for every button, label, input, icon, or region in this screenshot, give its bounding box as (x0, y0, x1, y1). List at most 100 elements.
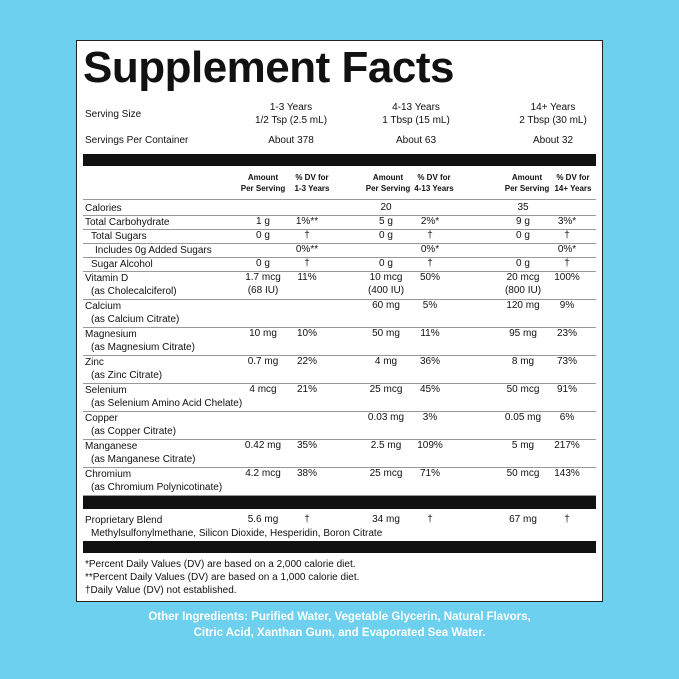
serving-size-label: Serving Size (85, 109, 142, 120)
dv-cell: 22% (296, 356, 317, 367)
dv-cell: † (427, 258, 433, 269)
amount-cell: 0 g (516, 258, 530, 269)
dv-cell: 11% (420, 328, 440, 339)
amount-iu-cell: (68 IU) (247, 285, 279, 296)
dv-cell: 217% (554, 440, 580, 451)
dv-cell: † (564, 230, 570, 241)
nutrient-name: Manganese (85, 441, 138, 452)
servings-per-container-1: About 378 (268, 135, 314, 146)
dv-cell: 3%* (557, 216, 577, 227)
header-amount-2: Amount Per Serving (365, 173, 411, 193)
header-dv-2: % DV for 4-13 Years (414, 173, 454, 193)
nutrient-name: Calories (85, 203, 122, 214)
serving-ages-3: 14+ Years (530, 102, 576, 113)
amount-cell: 5 mg (511, 440, 535, 451)
row-divider (83, 243, 596, 244)
amount-cell: 10 mcg (369, 272, 403, 283)
amount-cell: 1.7 mcg (245, 272, 281, 283)
amount-cell: 0 g (379, 258, 393, 269)
amount-cell: 25 mcg (369, 468, 403, 479)
row-divider (83, 411, 596, 412)
amount-cell: 0.05 mg (504, 412, 542, 423)
dv-cell: 91% (556, 384, 577, 395)
dv-cell: 71% (419, 468, 440, 479)
footnote-2000-calorie: *Percent Daily Values (DV) are based on … (85, 559, 356, 570)
nutrient-name: Sugar Alcohol (91, 259, 153, 270)
other-ingredients-line-1: Other Ingredients: Purified Water, Veget… (148, 611, 531, 623)
row-divider (83, 355, 596, 356)
dv-cell: 9% (559, 300, 575, 311)
dv-cell: 11% (297, 272, 317, 283)
blend-amount-2: 34 mg (372, 514, 400, 525)
dv-cell: 50% (419, 272, 440, 283)
serving-amount-3: 2 Tbsp (30 mL) (519, 115, 587, 126)
row-divider (83, 299, 596, 300)
amount-cell: 5 g (379, 216, 393, 227)
dv-cell: 10% (296, 328, 317, 339)
nutrient-source: (as Chromium Polynicotinate) (91, 482, 223, 493)
nutrient-source: (as Magnesium Citrate) (91, 342, 195, 353)
row-divider (83, 383, 596, 384)
amount-cell: 9 g (516, 216, 530, 227)
blend-ingredients: Methylsulfonylmethane, Silicon Dioxide, … (91, 528, 383, 539)
thick-divider-middle (83, 496, 596, 509)
amount-cell: 2.5 mg (370, 440, 402, 451)
row-divider (83, 495, 596, 496)
dv-cell: 3% (422, 412, 438, 423)
dv-cell: † (304, 258, 310, 269)
dv-cell: 21% (296, 384, 317, 395)
amount-cell: 1 g (256, 216, 270, 227)
amount-cell: 50 mcg (506, 384, 540, 395)
row-divider (83, 327, 596, 328)
nutrient-name: Total Carbohydrate (85, 217, 170, 228)
amount-cell: 120 mg (506, 300, 540, 311)
header-amount-3: Amount Per Serving (504, 173, 550, 193)
nutrient-source: (as Cholecalciferol) (91, 286, 177, 297)
amount-cell: 0 g (516, 230, 530, 241)
row-divider (83, 257, 596, 258)
amount-cell: 50 mg (372, 328, 400, 339)
footnote-dv-not-established: †Daily Value (DV) not established. (85, 585, 237, 596)
dv-cell: 5% (422, 300, 438, 311)
dv-cell: 0%** (295, 244, 319, 255)
panel-title: Supplement Facts (83, 43, 454, 92)
serving-ages-1: 1-3 Years (269, 102, 313, 113)
servings-per-container-3: About 32 (532, 135, 574, 146)
row-divider (83, 467, 596, 468)
dv-cell: 6% (559, 412, 575, 423)
header-amount-1: Amount Per Serving (240, 173, 286, 193)
blend-amount-1: 5.6 mg (247, 514, 279, 525)
dv-cell: 73% (556, 356, 577, 367)
dv-cell: 1%** (295, 216, 319, 227)
dv-cell: 0%* (420, 244, 440, 255)
header-divider (83, 199, 596, 200)
dv-cell: 109% (417, 440, 443, 451)
dv-cell: † (304, 230, 310, 241)
row-divider (83, 215, 596, 216)
amount-cell: 60 mg (372, 300, 400, 311)
nutrient-source: (as Zinc Citrate) (91, 370, 163, 381)
amount-cell: 35 (517, 202, 529, 213)
header-dv-1: % DV for 1-3 Years (294, 173, 330, 193)
nutrient-source: (as Copper Citrate) (91, 426, 177, 437)
supplement-facts-panel: Supplement Facts Serving Size 1-3 Years … (76, 40, 603, 602)
nutrient-name: Chromium (85, 469, 132, 480)
nutrient-source: (as Manganese Citrate) (91, 454, 196, 465)
dv-cell: 0%* (557, 244, 577, 255)
dv-cell: 35% (296, 440, 317, 451)
nutrient-source: (as Selenium Amino Acid Chelate) (91, 398, 243, 409)
blend-dv-3: † (564, 514, 570, 525)
nutrient-name: Zinc (85, 357, 104, 368)
nutrient-name: Total Sugars (91, 231, 147, 242)
amount-cell: 95 mg (509, 328, 537, 339)
dv-cell: 100% (554, 272, 580, 283)
nutrient-name: Magnesium (85, 329, 137, 340)
dv-cell: 36% (419, 356, 440, 367)
row-divider (83, 229, 596, 230)
amount-cell: 25 mcg (369, 384, 403, 395)
amount-cell: 0 g (379, 230, 393, 241)
footnote-1000-calorie: **Percent Daily Values (DV) are based on… (85, 572, 360, 583)
blend-dv-1: † (304, 514, 310, 525)
blend-amount-3: 67 mg (509, 514, 537, 525)
nutrient-name: Includes 0g Added Sugars (95, 245, 212, 256)
